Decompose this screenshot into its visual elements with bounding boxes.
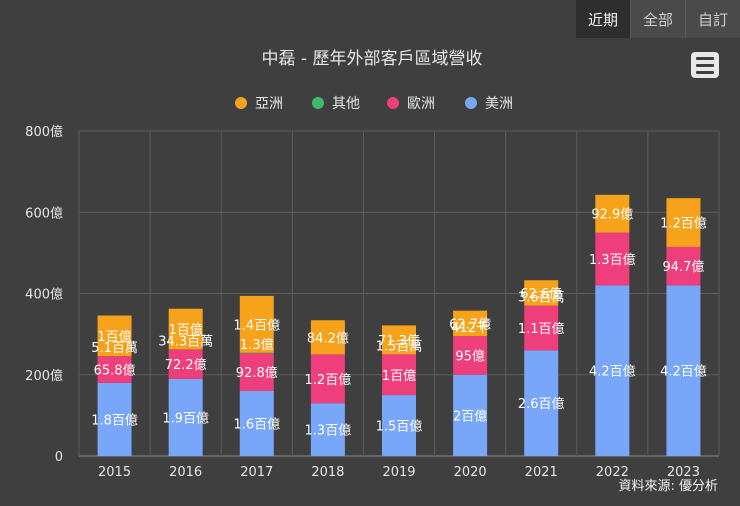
y-tick-label-2: 400億 (25, 287, 63, 303)
chart-title: 中磊 - 歷年外部客戶區域營收 (262, 49, 483, 69)
data-label-其他-2019: 1.5百萬 (376, 339, 423, 354)
bar-美洲-2015 (97, 382, 132, 456)
data-label-美洲-2015: 1.8百億 (91, 412, 138, 428)
data-label-亞洲-2016: 1百億 (169, 322, 203, 338)
data-label-亞洲-2022: 92.9億 (591, 207, 633, 223)
bar-美洲-2021 (524, 350, 559, 456)
bar-美洲-2022 (595, 285, 630, 456)
range-recent-button[interactable]: 近期 (575, 0, 630, 38)
bar-亞洲-2023 (666, 198, 701, 247)
data-label-亞洲-2017: 1.4百億 (233, 317, 280, 333)
data-label-歐洲-2021: 1.1百億 (518, 321, 565, 337)
bar-美洲-2017 (239, 391, 274, 456)
bar-歐洲-2017 (239, 353, 274, 391)
y-tick-label-4: 800億 (25, 124, 63, 140)
data-label-歐洲-2019: 1百億 (382, 368, 416, 384)
source-credit: 資料來源: 優分析 (618, 479, 718, 494)
legend-label-3: 美洲 (485, 96, 513, 112)
bar-亞洲-2015 (97, 315, 132, 357)
bar-亞洲-2020 (453, 310, 488, 337)
data-label-其他-2021: 3.6百萬 (518, 291, 565, 306)
data-label-美洲-2020: 2百億 (453, 408, 487, 424)
data-label-歐洲-2015: 65.8億 (94, 363, 136, 379)
data-label-其他-2015: 5.1百萬 (91, 341, 138, 356)
range-all-button[interactable]: 全部 (629, 0, 685, 38)
data-label-亞洲-2021: 62.6億 (520, 286, 562, 302)
x-axis: 2015 2016 2017 2018 2019 2020 2021 2022 2023 (98, 465, 700, 480)
bar-美洲-2023 (666, 285, 701, 456)
data-label-歐洲-2022: 1.3百億 (589, 252, 636, 268)
data-label-歐洲-2017: 92.8億 (236, 365, 278, 381)
data-label-美洲-2021: 2.6百億 (518, 396, 565, 412)
data-label-亞洲-2023: 1.2百億 (660, 216, 707, 232)
data-label-美洲-2018: 1.3百億 (305, 423, 352, 439)
x-tick-label-2015: 2015 (98, 465, 131, 480)
x-tick-label-2021: 2021 (525, 465, 558, 480)
data-label-亞洲-2020: 62.7億 (449, 316, 491, 332)
range-custom-button[interactable]: 自訂 (684, 0, 740, 38)
legend-marker-2 (387, 97, 399, 109)
legend-label-2: 歐洲 (407, 96, 435, 112)
bar-歐洲-2019 (382, 354, 416, 396)
data-label-美洲-2023: 4.2百億 (660, 364, 707, 380)
data-label-美洲-2019: 1.5百億 (376, 419, 423, 435)
bar-亞洲-2017 (239, 295, 274, 353)
bar-其他-2017 (239, 352, 274, 354)
x-tick-label-2016: 2016 (169, 465, 202, 480)
x-tick-label-2020: 2020 (454, 465, 487, 480)
legend: 亞洲 其他 歐洲 美洲 (235, 96, 513, 112)
data-label-歐洲-2020: 95億 (455, 348, 485, 364)
bar-亞洲-2021 (524, 280, 559, 306)
data-label-美洲-2016: 1.9百億 (162, 410, 209, 426)
legend-marker-3 (465, 97, 477, 109)
data-label-其他-2020: 412千 (451, 321, 489, 336)
legend-marker-1 (312, 97, 324, 109)
bar-亞洲-2018 (310, 320, 345, 355)
x-tick-label-2017: 2017 (240, 465, 273, 480)
legend-label-1: 其他 (332, 96, 360, 112)
bar-歐洲-2020 (453, 336, 488, 375)
x-tick-label-2018: 2018 (311, 465, 344, 480)
data-label-歐洲-2016: 72.2億 (165, 357, 207, 373)
y-tick-label-3: 600億 (25, 205, 63, 221)
y-tick-label-1: 200億 (25, 368, 63, 384)
bar-歐洲-2022 (595, 232, 630, 286)
bar-歐洲-2016 (168, 349, 203, 379)
x-tick-label-2023: 2023 (667, 465, 700, 480)
range-selector: 近期 全部 自訂 (575, 0, 740, 38)
bar-亞洲-2016 (168, 308, 203, 350)
legend-label-0: 亞洲 (255, 96, 283, 112)
data-label-美洲-2017: 1.6百億 (233, 417, 280, 433)
data-labels: 1.8百億65.8億5.1百萬1百億1.9百億72.2億34.3百萬1百億1.6… (91, 207, 707, 439)
bar-美洲-2019 (382, 395, 416, 456)
data-label-亞洲-2015: 1百億 (97, 329, 131, 345)
data-label-美洲-2022: 4.2百億 (589, 364, 636, 380)
data-label-歐洲-2018: 1.2百億 (305, 372, 352, 388)
y-axis: 0 200億 400億 600億 800億 (25, 124, 63, 465)
bar-歐洲-2023 (666, 246, 701, 286)
bars (97, 194, 701, 456)
bar-美洲-2016 (168, 378, 203, 456)
bar-亞洲-2019 (382, 325, 416, 355)
data-label-其他-2016: 34.3百萬 (158, 334, 213, 349)
bar-亞洲-2022 (595, 194, 630, 233)
x-tick-label-2022: 2022 (596, 465, 629, 480)
bar-歐洲-2015 (97, 356, 132, 383)
y-tick-label-0: 0 (55, 450, 63, 465)
data-label-歐洲-2023: 94.7億 (662, 259, 704, 275)
bar-歐洲-2018 (310, 354, 345, 404)
data-label-亞洲-2019: 71.3億 (378, 333, 420, 349)
bar-歐洲-2021 (524, 305, 559, 351)
bar-美洲-2020 (453, 374, 488, 456)
data-label-亞洲-2018: 84.2億 (307, 330, 349, 346)
data-label-其他-2017: 1.3億 (240, 337, 274, 353)
legend-marker-0 (235, 97, 247, 109)
x-tick-label-2019: 2019 (382, 465, 415, 480)
chart-menu-icon[interactable] (691, 52, 719, 78)
bar-美洲-2018 (310, 403, 345, 456)
